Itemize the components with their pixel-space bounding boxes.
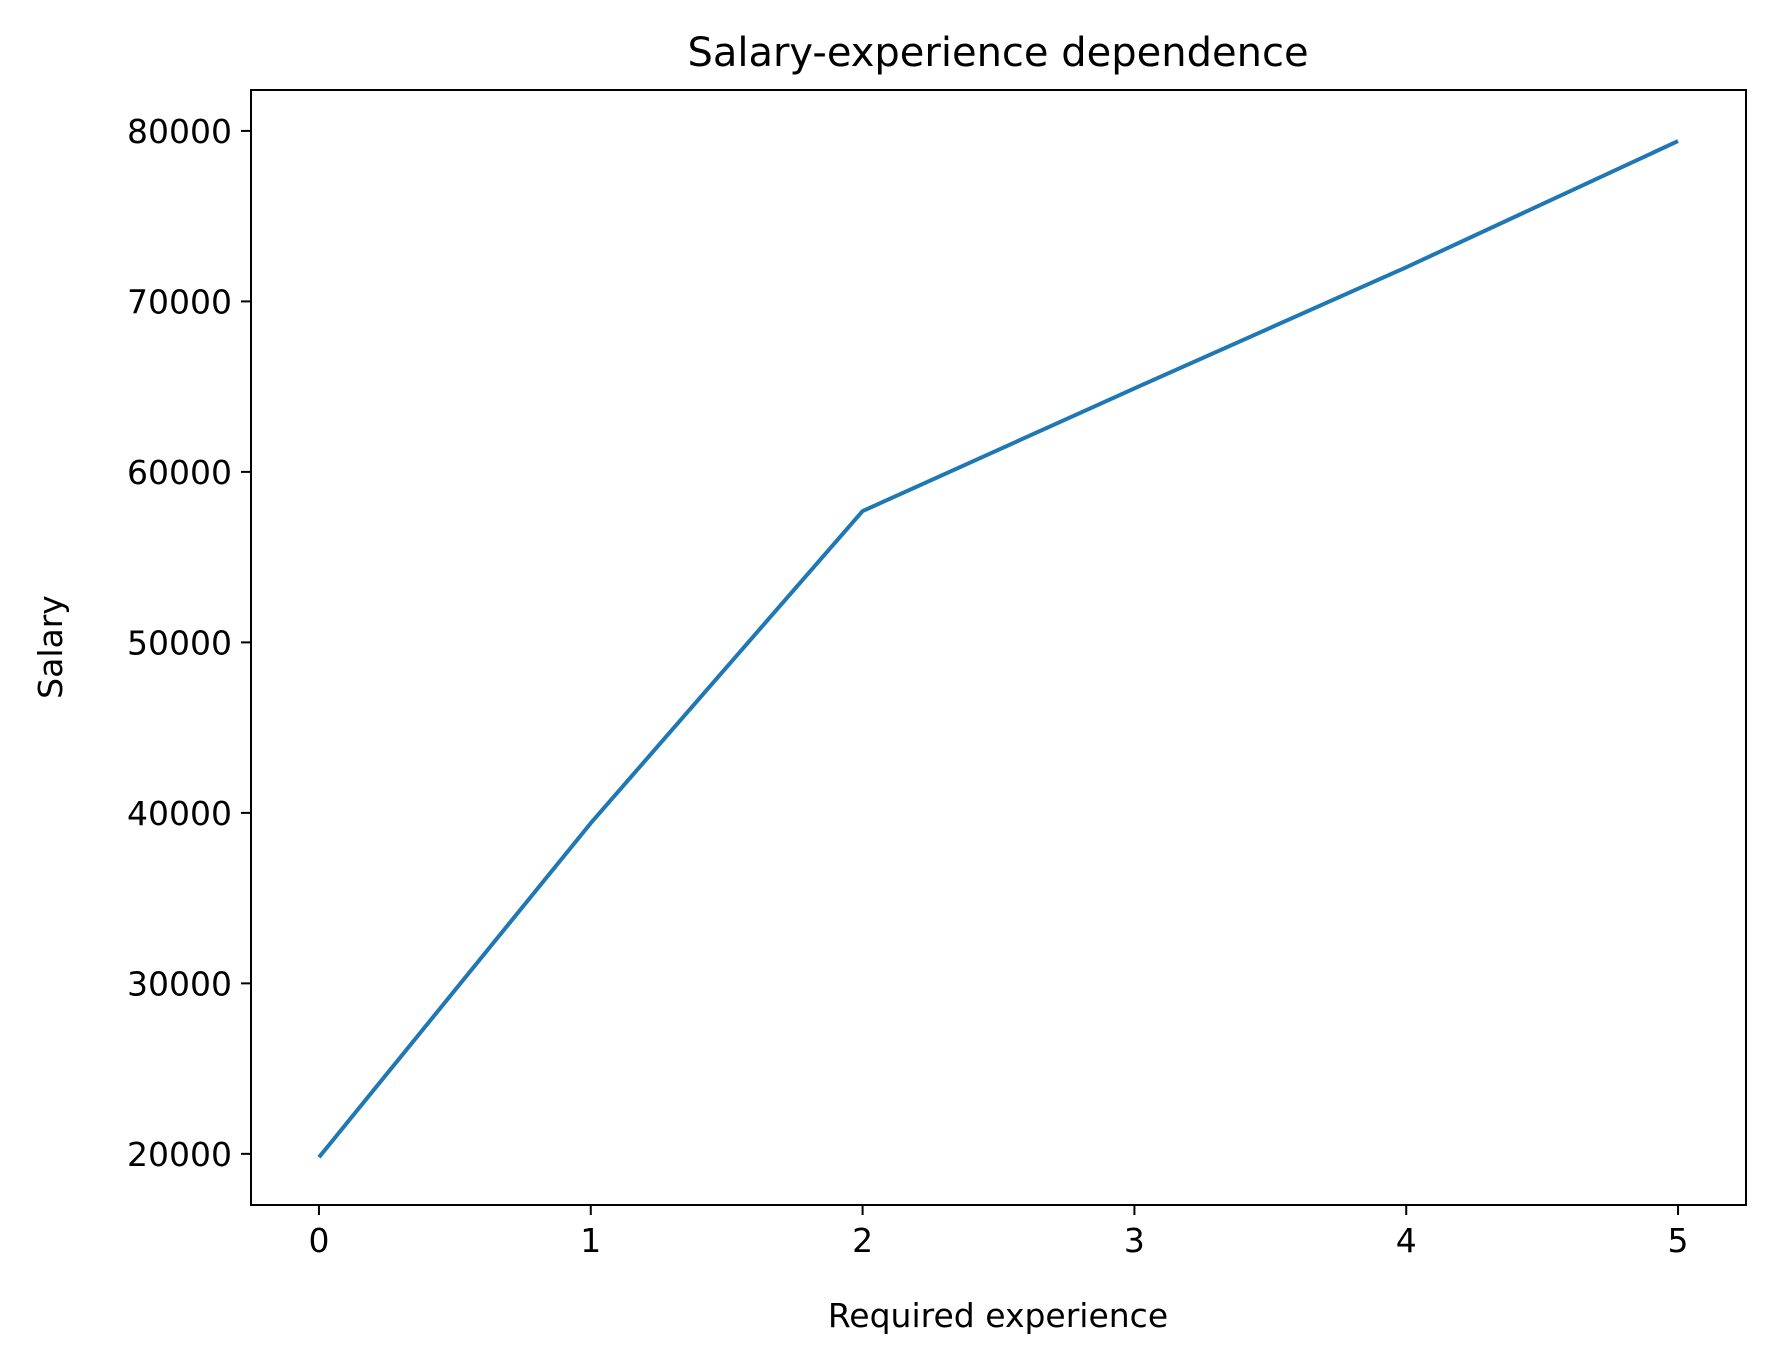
x-tick-label-1: 1 [580,1221,601,1260]
x-tick-label-4: 4 [1396,1221,1417,1260]
chart-title: Salary-experience dependence [687,30,1308,76]
y-tick-label-6: 80000 [127,112,232,151]
x-tick-label-2: 2 [852,1221,873,1260]
plot-frame [250,89,1747,1206]
plot-area [251,90,1746,1205]
y-tick-label-2: 40000 [127,794,232,833]
y-tick-label-5: 70000 [127,282,232,321]
y-tick-label-3: 50000 [127,623,232,662]
x-tick-label-5: 5 [1668,1221,1689,1260]
y-tick-label-1: 30000 [127,964,232,1003]
y-tick-label-4: 60000 [127,453,232,492]
y-tick-label-0: 20000 [127,1135,232,1174]
series-line-0 [317,139,1679,1159]
x-tick-label-3: 3 [1124,1221,1145,1260]
y-axis-title: Salary [31,595,70,699]
x-axis-title: Required experience [828,1296,1168,1335]
x-tick-label-0: 0 [308,1221,329,1260]
